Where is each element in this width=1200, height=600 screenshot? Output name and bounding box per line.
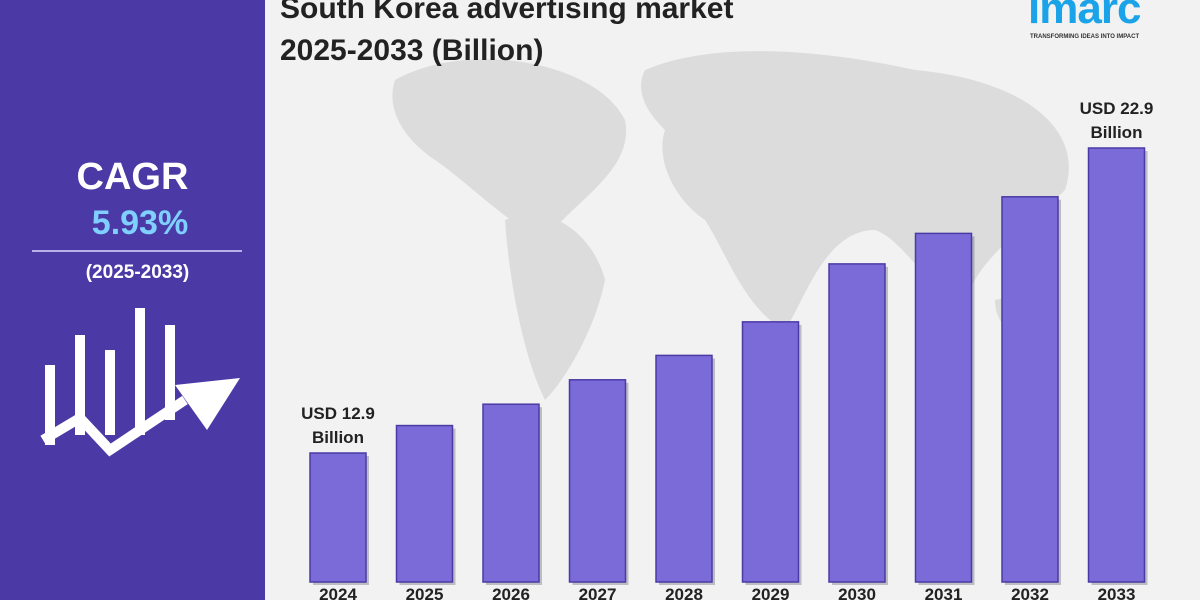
cagr-panel: CAGR 5.93% (2025-2033) [0, 0, 265, 600]
x-tick-label: 2030 [838, 585, 876, 600]
bar-2025 [395, 424, 454, 583]
cagr-label: CAGR [76, 156, 189, 198]
data-label: USD 12.9 [301, 404, 375, 423]
title-line-2: 2025-2033 (Billion) [280, 34, 544, 67]
x-tick-label: 2026 [492, 585, 530, 600]
bar-2033 [1087, 147, 1146, 583]
cagr-value: 5.93% [91, 204, 189, 242]
bar-2024 [309, 452, 367, 583]
title-line-1: South Korea advertising market [280, 0, 734, 25]
divider [32, 250, 242, 252]
bar-2026 [482, 403, 540, 583]
x-tick-label: 2025 [406, 585, 444, 600]
x-tick-label: 2028 [665, 585, 703, 600]
bar-2032 [1001, 196, 1059, 583]
growth-chart-icon [40, 308, 240, 457]
cagr-period: (2025-2033) [85, 262, 190, 283]
x-tick-label: 2029 [752, 585, 790, 600]
data-label: USD 22.9 [1080, 99, 1154, 118]
logo-tagline: TRANSFORMING IDEAS INTO IMPACT [1030, 34, 1140, 40]
x-tick-label: 2027 [579, 585, 617, 600]
bar-2031 [914, 232, 973, 583]
x-tick-label: 2032 [1011, 585, 1049, 600]
bar-2027 [568, 379, 627, 583]
x-tick-label: 2033 [1098, 585, 1136, 600]
data-label: Billion [1091, 123, 1143, 142]
chart-title: South Korea advertising market 2025-2033… [280, 0, 733, 72]
imarc-logo: imarc [1028, 0, 1141, 33]
data-label: Billion [312, 428, 364, 447]
bar-2028 [655, 354, 713, 583]
x-tick-label: 2031 [925, 585, 963, 600]
bar-2030 [828, 263, 886, 583]
x-tick-label: 2024 [319, 585, 357, 600]
bar-2029 [741, 321, 800, 583]
